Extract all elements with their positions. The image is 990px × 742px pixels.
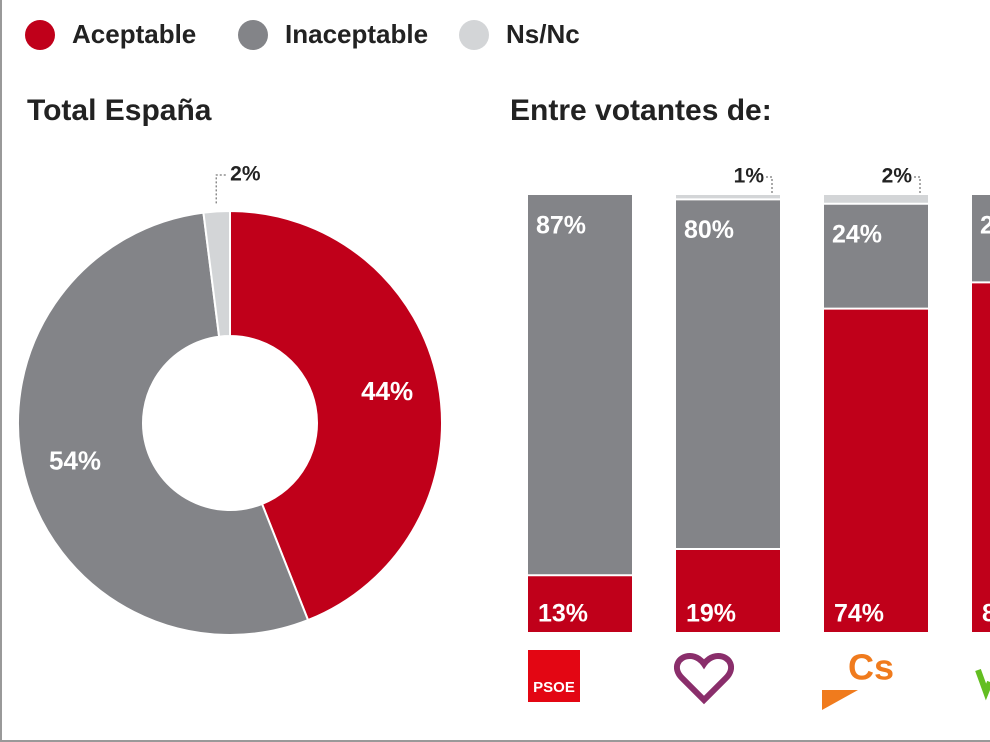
bar-segment <box>824 308 928 632</box>
data-label: 2% <box>230 163 261 186</box>
data-label: 2% <box>882 165 913 188</box>
chart-title: Entre votantes de: <box>510 94 772 127</box>
data-label: 87% <box>536 212 586 240</box>
bar-segment <box>972 282 990 632</box>
data-label: 80% <box>982 600 990 628</box>
donut-slice <box>17 211 310 636</box>
bar-segment <box>824 195 928 204</box>
legend-swatch <box>238 20 268 50</box>
bar-segment <box>676 199 780 549</box>
legend-label: Aceptable <box>72 19 196 49</box>
data-label: 20% <box>980 212 990 240</box>
legend-swatch <box>459 20 489 50</box>
legend-label: Ns/Nc <box>506 19 580 49</box>
donut-slice <box>202 209 231 338</box>
donut-slice <box>229 209 443 622</box>
legend-label: Inaceptable <box>285 19 428 49</box>
data-label: 44% <box>361 376 413 406</box>
leader-line <box>766 176 773 193</box>
data-label: 19% <box>686 600 736 628</box>
bar-segment <box>824 203 928 309</box>
legend-swatch <box>25 20 55 50</box>
bar-segment <box>972 195 990 283</box>
data-label: 54% <box>49 446 101 476</box>
leader-line <box>914 176 921 193</box>
data-label: 24% <box>832 220 882 248</box>
data-label: 1% <box>734 165 765 188</box>
cs-logo <box>822 690 858 710</box>
heart-logo <box>673 652 735 705</box>
data-label: 80% <box>684 216 734 244</box>
bar-segment <box>676 195 780 200</box>
chart-title: Total España <box>27 94 212 127</box>
category-label: PSOE <box>533 679 575 696</box>
data-label: 74% <box>834 600 884 628</box>
psoe-logo <box>528 650 580 702</box>
data-label: 13% <box>538 600 588 628</box>
logos <box>528 650 990 710</box>
leader-line <box>215 174 227 204</box>
vox-logo <box>975 668 990 701</box>
bar-segment <box>676 548 780 632</box>
bar-segment <box>528 195 632 576</box>
bar-segment <box>528 575 632 632</box>
category-label: Cs <box>848 647 894 688</box>
